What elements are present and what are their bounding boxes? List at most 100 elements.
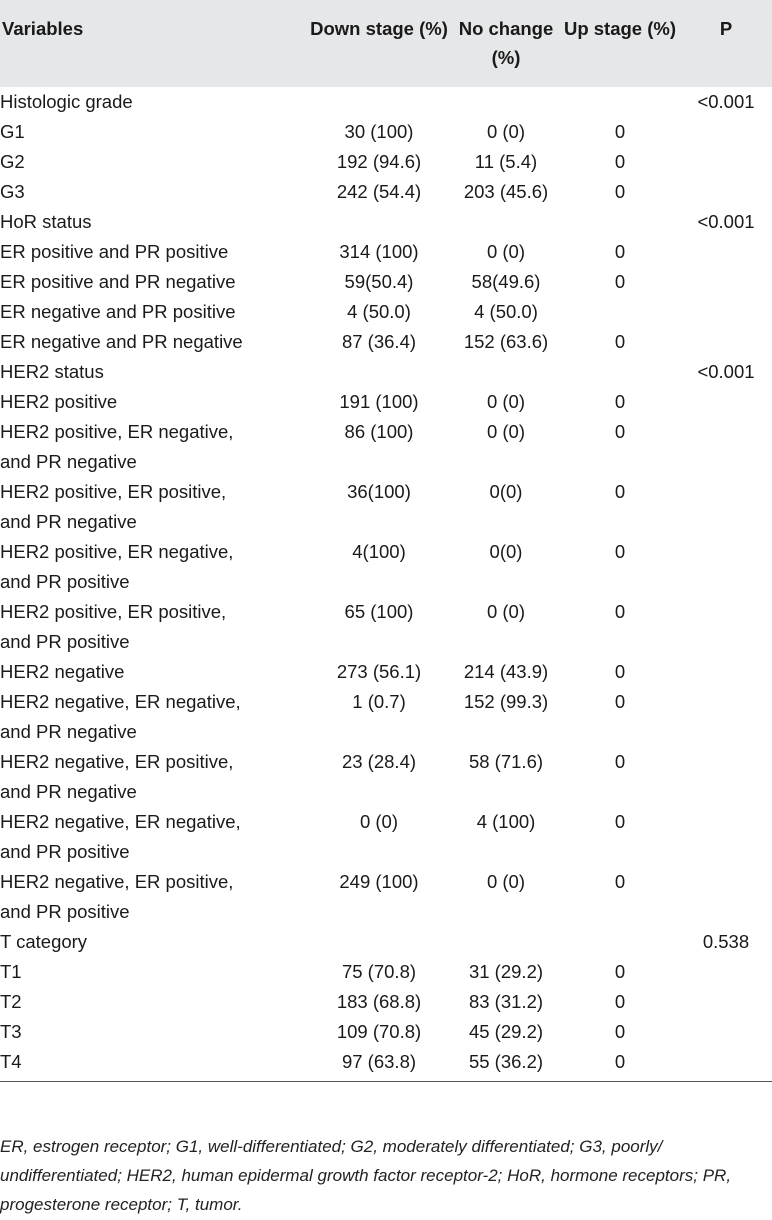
row-label-line2: and PR positive xyxy=(0,631,130,652)
cell-no-change: 55 (36.2) xyxy=(452,1047,560,1082)
cell-down-stage: 273 (56.1) xyxy=(336,661,422,682)
cell-down-stage: 242 (54.4) xyxy=(336,181,422,202)
row-label-line: T2 xyxy=(0,991,22,1012)
cell-p-value xyxy=(680,537,772,597)
row-label: ER positive and PR positive xyxy=(0,237,306,267)
row-label-line: HER2 negative xyxy=(0,661,125,682)
row-label-line: Histologic grade xyxy=(0,91,133,112)
cell-p-value xyxy=(680,957,772,987)
table-row: G1 30 (100) 0 (0) 0 xyxy=(0,117,772,147)
row-label: HER2 negative xyxy=(0,657,306,687)
row-label-line: ER negative and PR negative xyxy=(0,331,243,352)
cell-no-change: 4 (50.0) xyxy=(474,301,538,322)
cell-p-value xyxy=(680,177,772,207)
cell-down-stage: 87 (36.4) xyxy=(341,331,417,352)
cell-no-change: 0 (0) xyxy=(486,871,526,892)
row-label: HER2 positive, ER negative, and PR negati… xyxy=(0,417,306,477)
row-label: T3 xyxy=(0,1017,306,1047)
row-label: HER2 positive xyxy=(0,387,306,417)
cell-no-change xyxy=(452,357,560,387)
row-label-line: T3 xyxy=(0,1021,22,1042)
cell-down-stage xyxy=(306,357,452,387)
cell-p-value xyxy=(680,237,772,267)
cell-up-stage xyxy=(560,207,680,237)
cell-no-change: 83 (31.2) xyxy=(468,991,544,1012)
cell-down-stage: 97 (63.8) xyxy=(306,1047,452,1082)
data-table: Variables Down stage (%) No change (%) U… xyxy=(0,0,772,1082)
row-label-line2: and PR positive xyxy=(0,901,130,922)
cell-up-stage: 0 xyxy=(614,961,626,982)
row-label-line2: and PR negative xyxy=(0,781,137,802)
row-label: HER2 positive, ER positive, and PR positi… xyxy=(0,597,306,657)
cell-down-stage: 23 (28.4) xyxy=(341,751,417,772)
table-row: HER2 positive, ER negative, and PR positi… xyxy=(0,537,772,597)
row-label: ER positive and PR negative xyxy=(0,267,306,297)
table-row: HER2 positive, ER negative, and PR negati… xyxy=(0,417,772,477)
row-label: ER negative and PR negative xyxy=(0,327,306,357)
table-row: ER negative and PR positive 4 (50.0) 4 (50… xyxy=(0,297,772,327)
row-label-line: HER2 negative, ER positive, xyxy=(0,871,234,892)
table-row: HER2 positive 191 (100) 0 (0) 0 xyxy=(0,387,772,417)
table-row: T3 109 (70.8) 45 (29.2) 0 xyxy=(0,1017,772,1047)
cell-p-value xyxy=(680,1017,772,1047)
cell-p-value xyxy=(680,117,772,147)
cell-down-stage: 183 (68.8) xyxy=(336,991,422,1012)
cell-down-stage xyxy=(306,87,452,117)
cell-down-stage: 192 (94.6) xyxy=(336,151,422,172)
table-row: ER negative and PR negative 87 (36.4) 152 … xyxy=(0,327,772,357)
cell-p-value xyxy=(680,327,772,357)
table-row: HER2 negative, ER negative, and PR positi… xyxy=(0,807,772,867)
cell-no-change: 31 (29.2) xyxy=(468,961,544,982)
row-label-line: HER2 negative, ER positive, xyxy=(0,751,234,772)
cell-down-stage: 65 (100) xyxy=(344,601,414,622)
table-row: HER2 negative 273 (56.1) 214 (43.9) 0 xyxy=(0,657,772,687)
row-label-line: T1 xyxy=(0,961,22,982)
row-label: T4 xyxy=(0,1047,306,1082)
cell-up-stage: 0 xyxy=(614,661,626,682)
row-label: HER2 negative, ER positive, and PR positi… xyxy=(0,867,306,927)
cell-up-stage: 0 xyxy=(614,871,626,892)
cell-up-stage: 0 xyxy=(614,751,626,772)
table-row: HER2 positive, ER positive, and PR positi… xyxy=(0,597,772,657)
table-row: Histologic grade <0.001 xyxy=(0,87,772,117)
cell-up-stage: 0 xyxy=(614,811,626,832)
cell-up-stage: 0 xyxy=(614,331,626,352)
row-label-line: ER positive and PR positive xyxy=(0,241,229,262)
table-row: T4 97 (63.8) 55 (36.2) 0 xyxy=(0,1047,772,1082)
row-label-line: HER2 positive, ER positive, xyxy=(0,601,227,622)
cell-down-stage xyxy=(306,927,452,957)
cell-p-value xyxy=(680,147,772,177)
cell-up-stage: 0 xyxy=(614,121,626,142)
row-group-label: HER2 status xyxy=(0,357,306,387)
cell-up-stage: 0 xyxy=(614,481,626,502)
cell-no-change: 45 (29.2) xyxy=(468,1021,544,1042)
row-group-label: HoR status xyxy=(0,207,306,237)
cell-p-value: <0.001 xyxy=(697,211,755,232)
cell-down-stage: 59(50.4) xyxy=(344,271,414,292)
row-label-line: HER2 positive xyxy=(0,391,118,412)
row-label: HER2 negative, ER negative, and PR positi… xyxy=(0,807,306,867)
cell-down-stage: 4 (50.0) xyxy=(347,301,411,322)
cell-up-stage: 0 xyxy=(614,271,626,292)
cell-p-value xyxy=(680,417,772,477)
cell-down-stage: 249 (100) xyxy=(339,871,419,892)
row-label: G1 xyxy=(0,117,306,147)
header-variables: Variables xyxy=(0,0,306,87)
cell-down-stage: 1 (0.7) xyxy=(352,691,406,712)
row-label: HER2 positive, ER negative, and PR positi… xyxy=(0,537,306,597)
cell-up-stage: 0 xyxy=(614,391,626,412)
table-footnote: ER, estrogen receptor; G1, well-differen… xyxy=(0,1137,732,1214)
row-label-line: HER2 negative, ER negative, xyxy=(0,691,241,712)
table-row: G2 192 (94.6) 11 (5.4) 0 xyxy=(0,147,772,177)
cell-down-stage: 86 (100) xyxy=(344,421,414,442)
cell-down-stage: 314 (100) xyxy=(339,241,419,262)
row-label: T1 xyxy=(0,957,306,987)
cell-p-value xyxy=(680,297,772,327)
table-body: Histologic grade <0.001 G1 30 (100) 0 (0) 0 G2… xyxy=(0,87,772,1082)
row-label-line: HER2 positive, ER negative, xyxy=(0,541,234,562)
table-header-row: Variables Down stage (%) No change (%) U… xyxy=(0,0,772,87)
cell-down-stage: 4(100) xyxy=(352,541,406,562)
cell-no-change: 0 (0) xyxy=(486,241,526,262)
cell-no-change: 203 (45.6) xyxy=(463,181,549,202)
